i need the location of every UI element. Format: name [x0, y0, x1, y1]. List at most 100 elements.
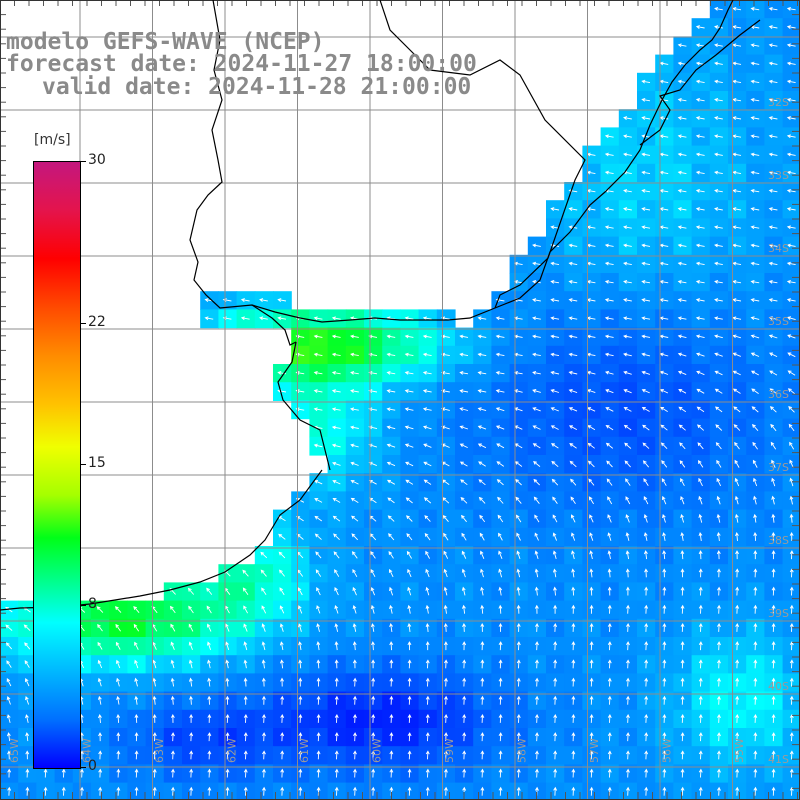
wind-arrow	[623, 388, 632, 394]
wind-arrow	[695, 298, 705, 302]
wind-arrow	[732, 225, 742, 230]
wind-arrow	[680, 495, 685, 505]
wind-arrow	[677, 79, 687, 84]
wind-arrow	[753, 768, 758, 778]
wind-arrow	[733, 424, 741, 431]
wind-arrow	[714, 116, 723, 120]
wind-arrow	[331, 389, 341, 393]
wind-arrow	[753, 550, 758, 560]
wind-arrow	[61, 768, 66, 778]
wind-arrow	[170, 677, 175, 687]
wind-arrow	[334, 768, 339, 778]
longitude-label: 55W	[733, 738, 746, 763]
wind-arrow	[334, 786, 339, 796]
wind-arrow	[786, 225, 796, 230]
wind-arrow	[97, 659, 103, 669]
wind-arrow	[331, 334, 341, 339]
wind-arrow	[644, 622, 649, 632]
wind-arrow	[695, 134, 705, 139]
wind-arrow	[677, 134, 687, 139]
longitude-label: 57W	[588, 738, 601, 763]
wind-arrow	[698, 786, 703, 796]
wind-arrow	[679, 442, 686, 450]
wind-arrow	[789, 531, 794, 541]
wind-arrow	[495, 425, 505, 430]
wind-arrow	[316, 587, 321, 596]
wind-arrow	[771, 459, 776, 468]
wind-arrow	[407, 677, 412, 687]
wind-arrow	[680, 786, 685, 796]
wind-arrow	[425, 713, 430, 723]
wind-arrow	[516, 713, 521, 723]
wind-arrow	[353, 695, 357, 705]
wind-arrow	[279, 623, 284, 632]
wind-arrow	[661, 478, 667, 486]
wind-arrow	[407, 713, 412, 723]
wind-arrow	[480, 750, 485, 760]
wind-arrow	[750, 188, 760, 193]
wind-arrow	[641, 334, 651, 339]
wind-arrow	[243, 713, 248, 723]
wind-arrow	[680, 732, 685, 742]
wind-arrow	[677, 170, 687, 175]
wind-arrow	[717, 641, 721, 651]
wind-arrow	[459, 334, 469, 339]
wind-arrow	[535, 750, 539, 760]
wind-arrow	[604, 261, 614, 266]
wind-arrow	[589, 604, 594, 614]
wind-arrow	[187, 587, 195, 595]
wind-arrow	[534, 586, 539, 596]
wind-arrow	[735, 568, 740, 578]
wind-arrow	[589, 586, 594, 596]
wind-arrow	[404, 352, 414, 357]
wind-arrow	[641, 207, 651, 211]
wind-arrow	[298, 732, 303, 742]
wind-arrow	[604, 225, 614, 230]
wind-arrow	[6, 732, 11, 742]
wind-arrow	[189, 768, 194, 778]
wind-arrow	[480, 641, 485, 651]
wind-arrow	[134, 641, 139, 650]
wind-arrow	[407, 641, 412, 651]
wind-arrow	[660, 442, 668, 450]
wind-arrow	[170, 695, 175, 705]
wind-arrow	[462, 732, 467, 742]
wind-arrow	[350, 443, 359, 448]
wind-arrow	[605, 388, 614, 394]
wind-arrow	[495, 316, 505, 321]
wind-arrow	[477, 352, 487, 357]
wind-arrow	[732, 316, 742, 321]
wind-arrow	[696, 370, 705, 376]
wind-arrow	[334, 677, 339, 687]
wind-arrow	[714, 6, 723, 11]
wind-arrow	[480, 732, 485, 742]
wind-arrow	[515, 496, 522, 504]
wind-arrow	[589, 568, 594, 578]
wind-arrow	[551, 478, 559, 486]
wind-arrow	[787, 388, 796, 395]
wind-arrow	[771, 732, 776, 742]
wind-arrow	[351, 551, 358, 559]
wind-arrow	[498, 713, 503, 723]
wind-arrow	[297, 605, 303, 614]
wind-arrow	[677, 261, 687, 266]
wind-arrow	[207, 659, 211, 669]
wind-arrow	[660, 424, 668, 431]
wind-arrow	[625, 514, 630, 523]
wind-arrow	[553, 677, 558, 687]
wind-arrow	[370, 551, 376, 559]
wind-arrow	[750, 279, 760, 284]
wind-arrow	[115, 641, 121, 650]
wind-arrow	[152, 659, 157, 669]
wind-arrow	[734, 477, 740, 487]
wind-arrow	[750, 97, 760, 102]
wind-arrow	[462, 695, 467, 705]
wind-arrow	[462, 713, 467, 723]
wind-arrow	[717, 768, 721, 778]
wind-arrow	[735, 713, 740, 723]
wind-arrow	[680, 750, 685, 760]
wind-arrow	[459, 443, 468, 449]
wind-arrow	[444, 659, 448, 669]
wind-arrow	[626, 713, 630, 723]
wind-arrow	[240, 316, 250, 321]
